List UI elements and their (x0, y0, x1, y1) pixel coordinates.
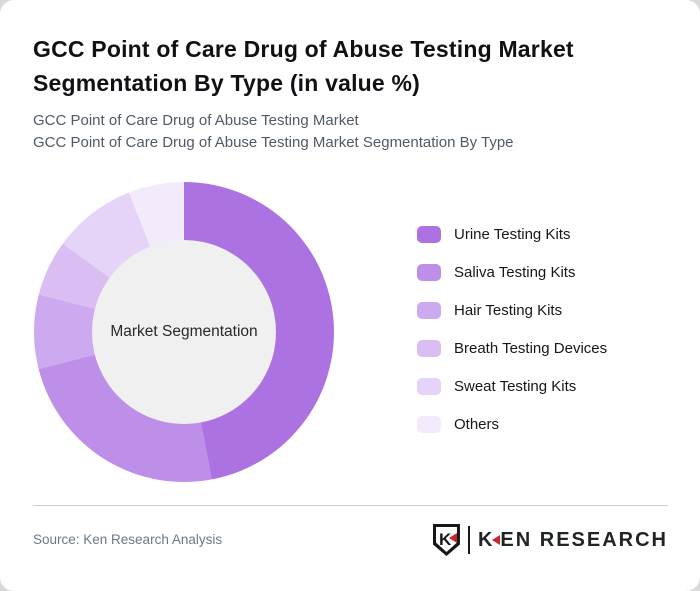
legend-label: Others (454, 416, 500, 433)
legend-label: Breath Testing Devices (454, 340, 608, 357)
subtitle-line-1: GCC Point of Care Drug of Abuse Testing … (33, 112, 359, 129)
legend-label: Hair Testing Kits (454, 302, 563, 319)
legend-label: Urine Testing Kits (454, 226, 571, 243)
legend-swatch (417, 264, 441, 281)
legend-swatch (417, 416, 441, 433)
logo-shield-icon: K (432, 524, 460, 556)
brand-first-letter: K (477, 528, 495, 551)
legend-item-hair-testing-kits: Hair Testing Kits (417, 302, 607, 319)
source-text: Source: Ken Research Analysis (33, 532, 223, 547)
subtitle-line-2: GCC Point of Care Drug of Abuse Testing … (33, 134, 514, 151)
chart-subtitle: GCC Point of Care Drug of Abuse Testing … (33, 110, 653, 154)
brand-red-triangle-icon (492, 535, 501, 545)
legend-item-saliva-testing-kits: Saliva Testing Kits (417, 264, 607, 281)
legend-item-others: Others (417, 416, 607, 433)
shield-red-triangle-icon (448, 533, 457, 543)
footer-divider (33, 505, 668, 506)
legend-swatch (417, 302, 441, 319)
ken-research-logo: K K EN RESEARCH (432, 523, 668, 557)
legend-label: Sweat Testing Kits (454, 378, 577, 395)
page-title: GCC Point of Care Drug of Abuse Testing … (33, 36, 574, 96)
legend-item-sweat-testing-kits: Sweat Testing Kits (417, 378, 607, 395)
shield-letter: K (438, 530, 452, 549)
donut-center-label: Market Segmentation (110, 323, 258, 340)
donut-center: Market Segmentation (92, 240, 276, 424)
brand-rest: EN RESEARCH (500, 528, 668, 551)
legend-swatch (417, 340, 441, 357)
legend-item-urine-testing-kits: Urine Testing Kits (417, 226, 607, 243)
legend-item-breath-testing-devices: Breath Testing Devices (417, 340, 607, 357)
legend-swatch (417, 226, 441, 243)
legend-label: Saliva Testing Kits (454, 264, 576, 281)
brand-wordmark: K EN RESEARCH (478, 529, 668, 552)
legend-swatch (417, 378, 441, 395)
logo-divider-bar (467, 526, 470, 554)
donut-chart: Market Segmentation (34, 182, 334, 482)
legend: Urine Testing Kits Saliva Testing Kits Hai… (417, 226, 607, 433)
